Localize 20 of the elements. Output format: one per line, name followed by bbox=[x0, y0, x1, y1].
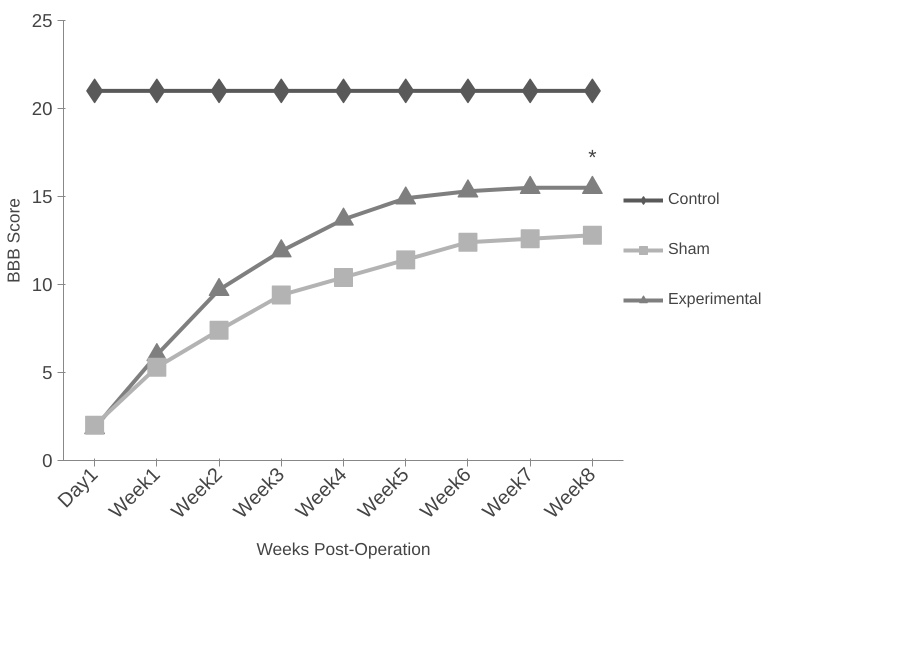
y-tick-label: 10 bbox=[32, 274, 53, 295]
y-tick-label: 5 bbox=[42, 362, 53, 383]
legend-label: Sham bbox=[668, 241, 710, 259]
legend-label: Experimental bbox=[668, 291, 762, 309]
point bbox=[147, 358, 166, 377]
y-tick-label: 25 bbox=[32, 10, 53, 31]
point bbox=[334, 268, 353, 287]
y-tick-label: 15 bbox=[32, 186, 53, 207]
point bbox=[272, 286, 291, 305]
point bbox=[458, 232, 478, 252]
legend-label: Control bbox=[668, 191, 720, 209]
point bbox=[396, 250, 416, 270]
point bbox=[582, 226, 602, 245]
point bbox=[520, 229, 540, 248]
y-tick-label: 20 bbox=[32, 98, 53, 119]
x-axis-title: Weeks Post-Operation bbox=[256, 538, 431, 559]
y-axis-title: BBB Score bbox=[4, 198, 24, 283]
point bbox=[210, 320, 229, 340]
annotation: * bbox=[588, 146, 597, 170]
y-tick-label: 0 bbox=[42, 450, 53, 471]
